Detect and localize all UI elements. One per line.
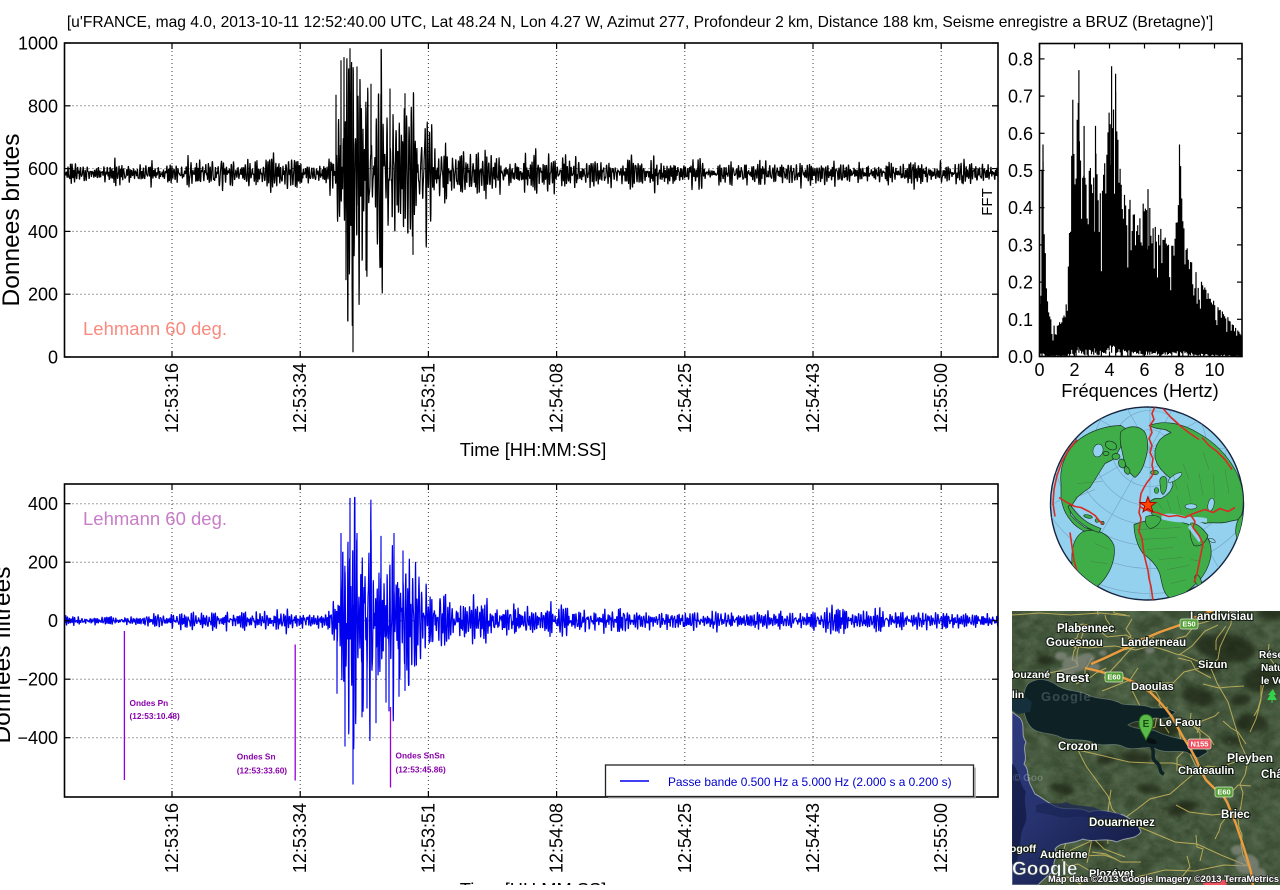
svg-text:E50: E50 — [1182, 619, 1195, 628]
svg-text:(12:53:10.48): (12:53:10.48) — [130, 711, 181, 721]
svg-text:12:53:34: 12:53:34 — [290, 803, 310, 873]
svg-text:Lehmann 60 deg.: Lehmann 60 deg. — [83, 318, 227, 339]
svg-text:12:54:43: 12:54:43 — [803, 363, 823, 433]
svg-text:(12:53:45.86): (12:53:45.86) — [396, 765, 447, 775]
svg-text:12:54:25: 12:54:25 — [675, 363, 695, 433]
svg-text:Plogoff: Plogoff — [1000, 843, 1037, 855]
svg-text:0.2: 0.2 — [1008, 273, 1033, 293]
svg-text:12:53:51: 12:53:51 — [418, 363, 438, 433]
svg-text:[u'FRANCE, mag 4.0, 2013-10-11: [u'FRANCE, mag 4.0, 2013-10-11 12:52:40.… — [67, 14, 1213, 31]
svg-text:6: 6 — [1139, 360, 1149, 380]
svg-text:0.5: 0.5 — [1008, 161, 1033, 181]
svg-text:Map data ©2013 Google Imagery: Map data ©2013 Google Imagery ©2013 Terr… — [1048, 874, 1279, 884]
svg-text:12:54:25: 12:54:25 — [675, 803, 695, 873]
svg-text:8: 8 — [1174, 360, 1184, 380]
svg-text:0.1: 0.1 — [1008, 310, 1033, 330]
svg-text:le Ver: le Ver — [1261, 676, 1280, 687]
svg-text:0.0: 0.0 — [1008, 347, 1033, 367]
svg-text:Audierne: Audierne — [1040, 849, 1088, 861]
svg-text:Le Faou: Le Faou — [1159, 717, 1201, 729]
svg-text:Réserve: Réserve — [1259, 650, 1280, 661]
svg-text:0: 0 — [48, 348, 58, 368]
svg-text:Donnees filtrees: Donnees filtrees — [0, 566, 16, 743]
svg-text:800: 800 — [28, 96, 58, 116]
svg-text:Donnees brutes: Donnees brutes — [0, 134, 25, 307]
svg-text:12:53:51: 12:53:51 — [418, 803, 438, 873]
svg-text:relin: relin — [1002, 689, 1024, 701]
svg-text:Ondes SnSn: Ondes SnSn — [396, 751, 445, 761]
svg-text:10: 10 — [1204, 360, 1224, 380]
svg-text:Briec: Briec — [1221, 809, 1250, 821]
svg-text:0: 0 — [48, 611, 58, 631]
svg-text:0.7: 0.7 — [1008, 87, 1033, 107]
svg-text:N155: N155 — [1191, 739, 1209, 748]
svg-text:Gouesnou: Gouesnou — [1046, 637, 1103, 649]
svg-text:12:53:16: 12:53:16 — [162, 363, 182, 433]
svg-text:© Goo: © Goo — [1013, 773, 1043, 784]
svg-text:2: 2 — [1069, 360, 1079, 380]
svg-text:Douarnenez: Douarnenez — [1089, 817, 1155, 829]
svg-text:600: 600 — [28, 159, 58, 179]
svg-text:200: 200 — [28, 285, 58, 305]
svg-text:FFT: FFT — [979, 188, 996, 216]
svg-text:12:53:16: 12:53:16 — [162, 803, 182, 873]
svg-text:−400: −400 — [17, 728, 58, 748]
svg-text:Château: Château — [1261, 769, 1280, 781]
svg-text:400: 400 — [28, 494, 58, 514]
svg-text:1000: 1000 — [18, 34, 58, 54]
svg-text:0.4: 0.4 — [1008, 198, 1033, 218]
svg-text:Google: Google — [1041, 689, 1092, 704]
svg-text:Landerneau: Landerneau — [1121, 637, 1186, 649]
svg-text:Fréquences (Hertz): Fréquences (Hertz) — [1061, 380, 1218, 401]
svg-text:0.8: 0.8 — [1008, 49, 1033, 69]
svg-text:Crozon: Crozon — [1058, 741, 1098, 753]
svg-text:E: E — [1143, 719, 1150, 730]
svg-text:12:54:08: 12:54:08 — [547, 803, 567, 873]
svg-text:0.6: 0.6 — [1008, 124, 1033, 144]
svg-text:12:54:08: 12:54:08 — [547, 363, 567, 433]
svg-text:Daoulas: Daoulas — [1131, 681, 1174, 693]
svg-text:(12:53:33.60): (12:53:33.60) — [237, 766, 288, 776]
svg-text:Plouzané: Plouzané — [1004, 669, 1050, 681]
svg-text:12:55:00: 12:55:00 — [931, 363, 951, 433]
svg-text:Brest: Brest — [1056, 670, 1090, 685]
svg-text:Time [HH:MM:SS]: Time [HH:MM:SS] — [460, 439, 607, 460]
svg-text:Ondes Pn: Ondes Pn — [130, 698, 169, 708]
svg-text:0: 0 — [1034, 360, 1044, 380]
svg-text:Sizun: Sizun — [1198, 659, 1228, 671]
svg-text:Lehmann 60 deg.: Lehmann 60 deg. — [83, 508, 227, 529]
svg-text:Google: Google — [1012, 859, 1077, 880]
svg-text:0.3: 0.3 — [1008, 235, 1033, 255]
svg-text:−200: −200 — [17, 670, 58, 690]
svg-text:Plozévet: Plozévet — [1089, 868, 1134, 880]
svg-text:Nature: Nature — [1261, 663, 1280, 674]
svg-text:12:53:34: 12:53:34 — [290, 363, 310, 433]
svg-text:200: 200 — [28, 553, 58, 573]
svg-text:Plabennec: Plabennec — [1057, 623, 1115, 635]
svg-text:E60: E60 — [1107, 672, 1120, 681]
svg-text:Landivisiau: Landivisiau — [1190, 611, 1253, 623]
svg-text:E60: E60 — [1217, 787, 1230, 796]
svg-text:12:54:43: 12:54:43 — [803, 803, 823, 873]
svg-text:Passe bande 0.500 Hz a 5.000 H: Passe bande 0.500 Hz a 5.000 Hz (2.000 s… — [668, 775, 952, 789]
svg-text:12:55:00: 12:55:00 — [931, 803, 951, 873]
svg-text:400: 400 — [28, 222, 58, 242]
svg-text:Chateaulin: Chateaulin — [1178, 765, 1235, 777]
svg-text:Ondes Sn: Ondes Sn — [237, 752, 276, 762]
svg-text:Time [HH:MM:SS]: Time [HH:MM:SS] — [460, 879, 607, 885]
svg-text:Pleyben: Pleyben — [1227, 751, 1273, 765]
svg-text:4: 4 — [1104, 360, 1114, 380]
